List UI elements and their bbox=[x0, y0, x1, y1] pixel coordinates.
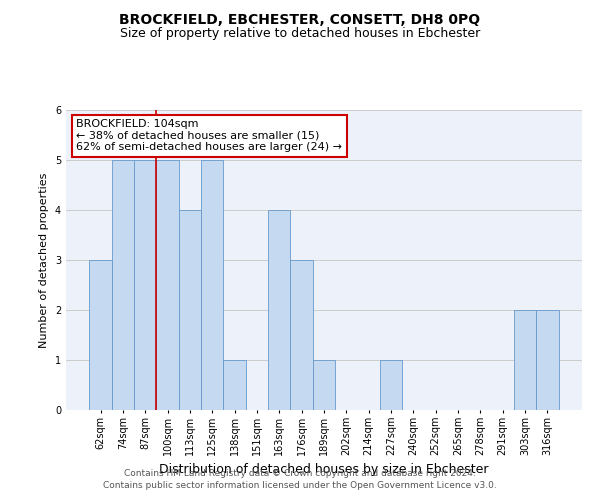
Bar bbox=[134, 160, 157, 410]
Text: Contains HM Land Registry data © Crown copyright and database right 2024.
Contai: Contains HM Land Registry data © Crown c… bbox=[103, 468, 497, 490]
Bar bbox=[268, 210, 290, 410]
Bar bbox=[514, 310, 536, 410]
Text: Size of property relative to detached houses in Ebchester: Size of property relative to detached ho… bbox=[120, 28, 480, 40]
Bar bbox=[536, 310, 559, 410]
Text: BROCKFIELD, EBCHESTER, CONSETT, DH8 0PQ: BROCKFIELD, EBCHESTER, CONSETT, DH8 0PQ bbox=[119, 12, 481, 26]
Y-axis label: Number of detached properties: Number of detached properties bbox=[40, 172, 49, 348]
X-axis label: Distribution of detached houses by size in Ebchester: Distribution of detached houses by size … bbox=[159, 464, 489, 476]
Bar bbox=[112, 160, 134, 410]
Bar bbox=[157, 160, 179, 410]
Bar bbox=[313, 360, 335, 410]
Bar bbox=[290, 260, 313, 410]
Bar bbox=[201, 160, 223, 410]
Bar bbox=[380, 360, 402, 410]
Bar bbox=[223, 360, 246, 410]
Bar bbox=[179, 210, 201, 410]
Bar bbox=[89, 260, 112, 410]
Text: BROCKFIELD: 104sqm
← 38% of detached houses are smaller (15)
62% of semi-detache: BROCKFIELD: 104sqm ← 38% of detached hou… bbox=[76, 119, 343, 152]
